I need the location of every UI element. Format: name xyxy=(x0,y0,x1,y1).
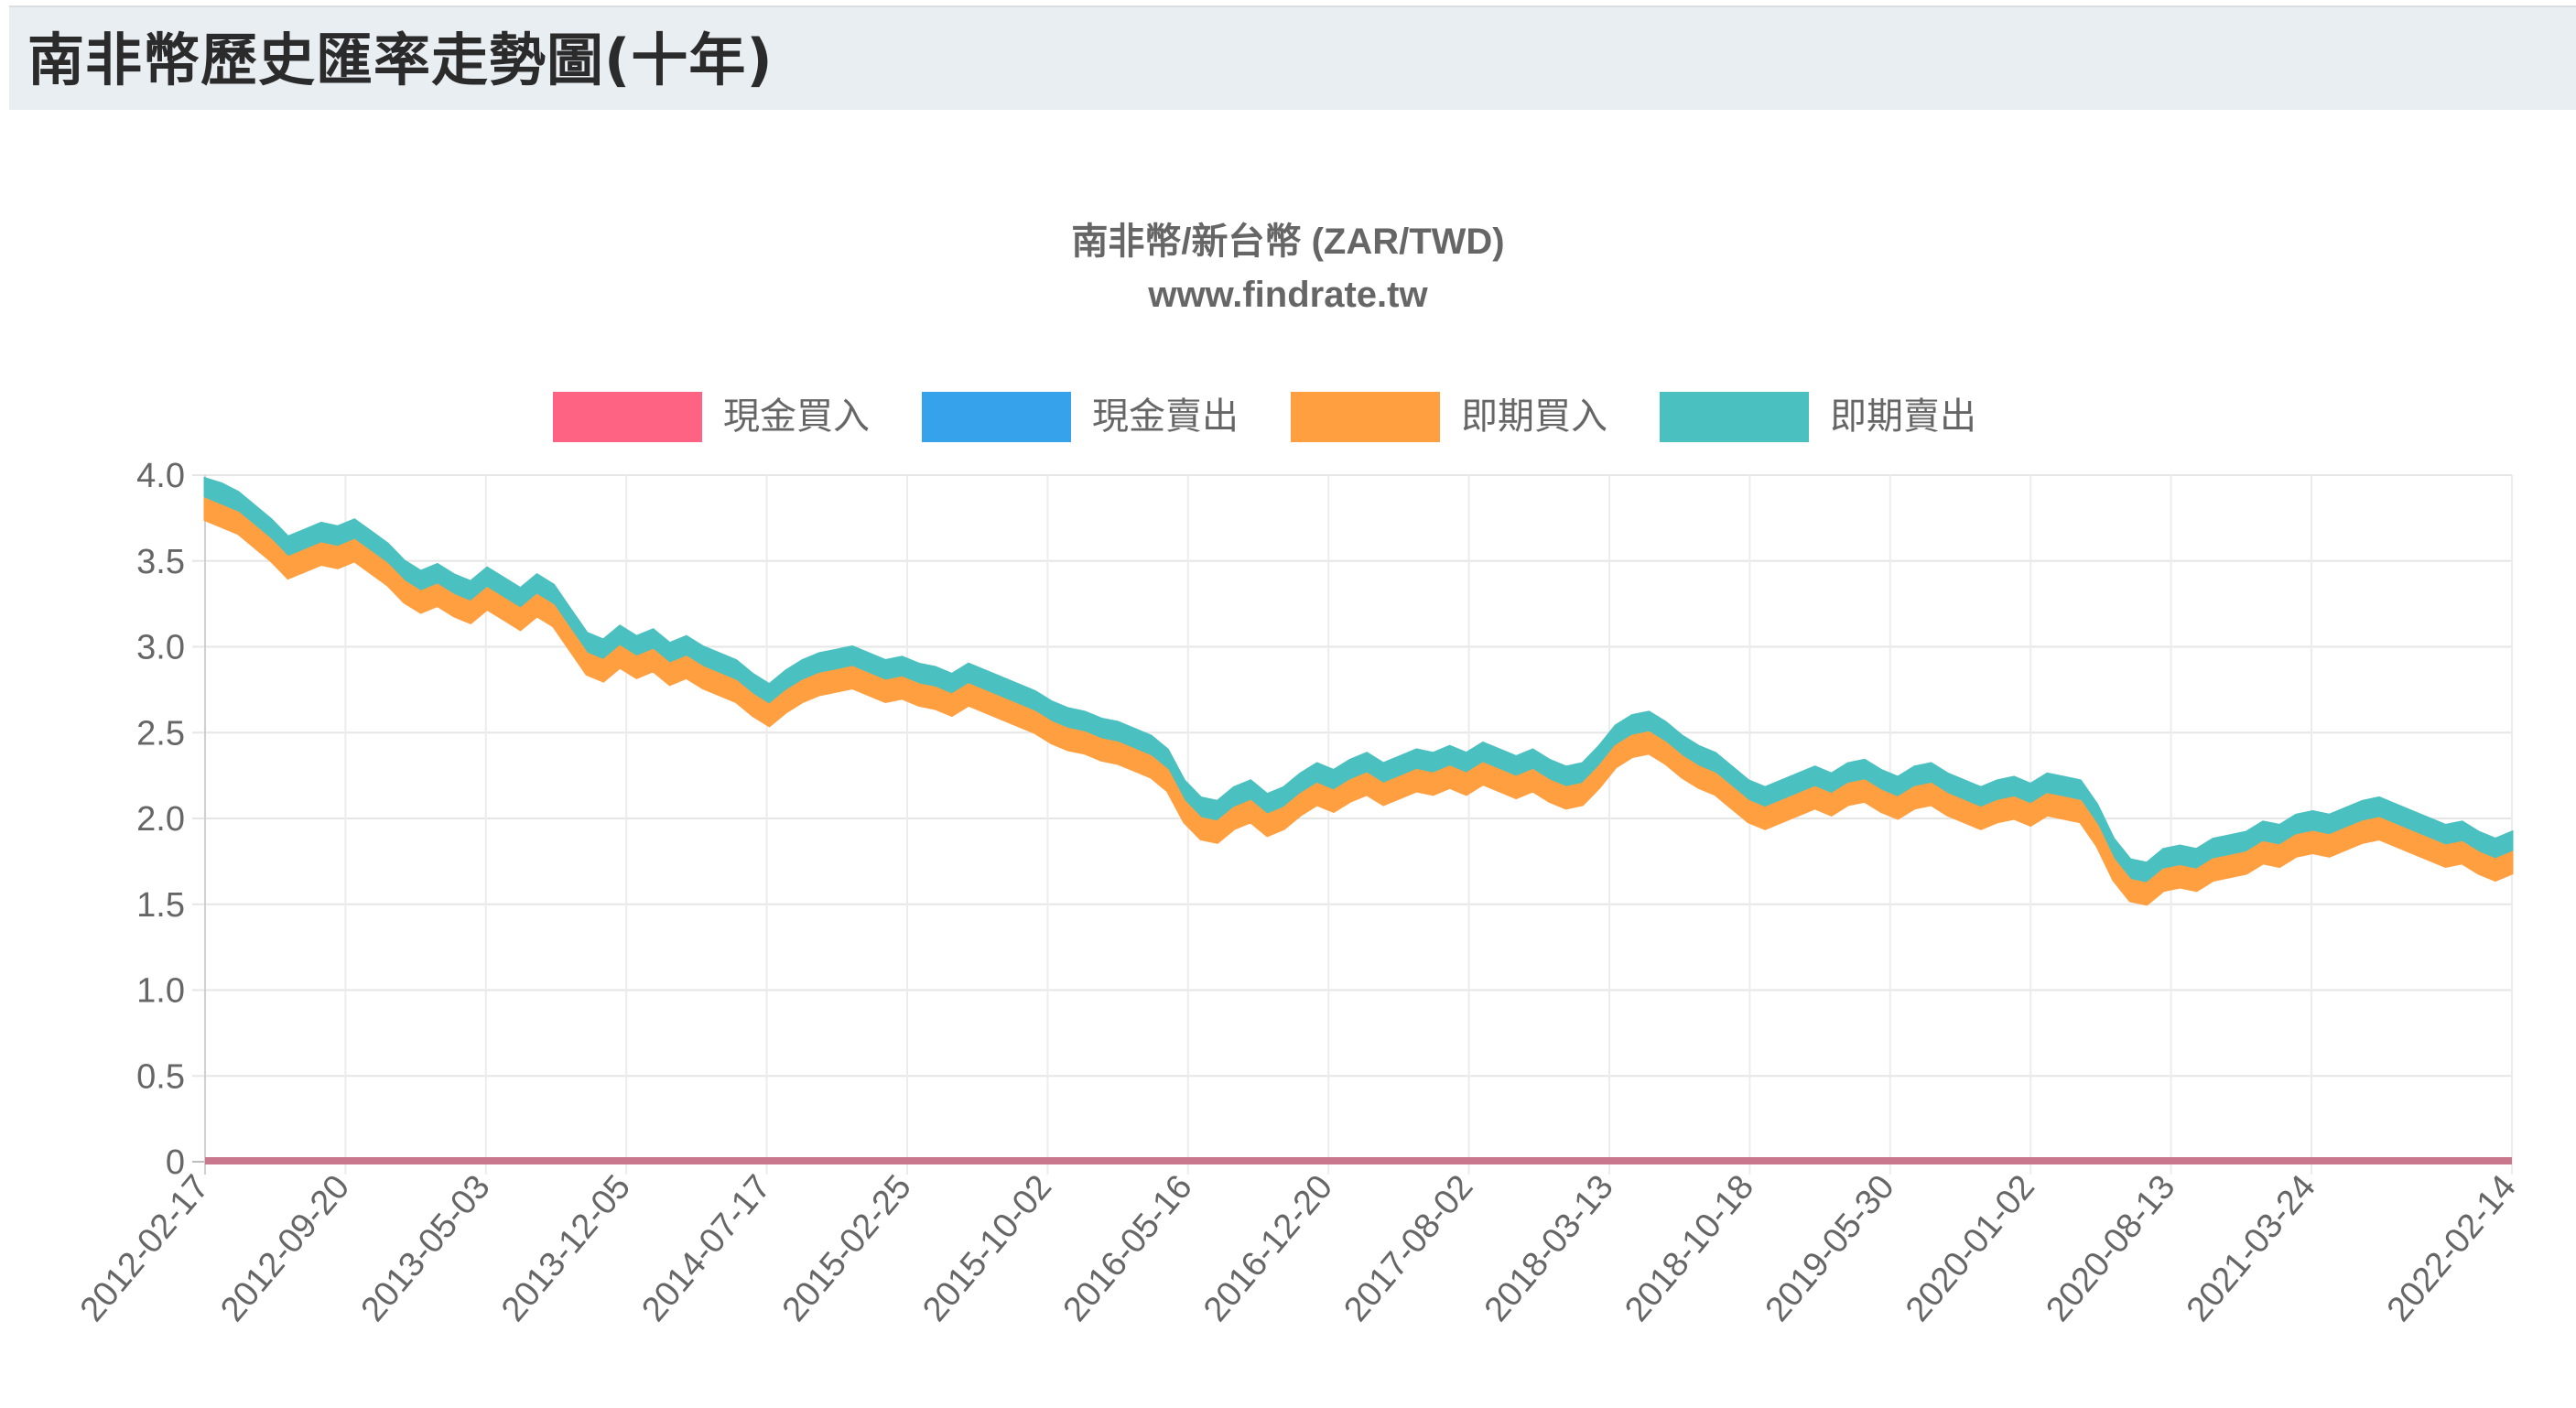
x-tick-label: 2015-10-02 xyxy=(915,1168,1059,1329)
y-tick-label: 0 xyxy=(166,1143,185,1182)
legend-label-spot-buy: 即期買入 xyxy=(1461,395,1607,438)
y-tick-label: 1.5 xyxy=(136,886,185,925)
legend-swatch-spot-buy xyxy=(1291,391,1440,442)
x-tick-label: 2015-02-25 xyxy=(775,1168,919,1329)
series-band xyxy=(203,497,2514,906)
x-tick-label: 2016-05-16 xyxy=(1056,1168,1200,1329)
y-tick-label: 4.0 xyxy=(136,457,185,495)
chart-legend: 現金買入 現金賣出 即期買入 即期賣出 xyxy=(553,391,2029,442)
legend-label-cash-buy: 現金買入 xyxy=(723,395,870,438)
x-axis: 2012-02-172012-09-202013-05-032013-12-05… xyxy=(73,1168,2524,1329)
y-tick-label: 2.5 xyxy=(136,714,185,753)
chart-title: 南非幣/新台幣 (ZAR/TWD) xyxy=(1071,222,1505,262)
x-tick-label: 2020-08-13 xyxy=(2039,1168,2182,1329)
y-tick-label: 0.5 xyxy=(136,1057,185,1096)
legend-item-cash-sell[interactable]: 現金賣出 xyxy=(922,391,1291,442)
x-tick-label: 2014-07-17 xyxy=(634,1168,778,1329)
legend-item-spot-sell[interactable]: 即期賣出 xyxy=(1660,391,2029,442)
legend-swatch-cash-buy xyxy=(553,391,702,442)
legend-label-cash-sell: 現金賣出 xyxy=(1092,395,1239,438)
legend-item-cash-buy[interactable]: 現金買入 xyxy=(553,391,922,442)
y-tick-label: 1.0 xyxy=(136,972,185,1011)
legend-item-spot-buy[interactable]: 即期買入 xyxy=(1291,391,1660,442)
x-tick-label: 2022-02-14 xyxy=(2380,1168,2524,1329)
x-tick-label: 2016-12-20 xyxy=(1196,1168,1340,1329)
legend-label-spot-sell: 即期賣出 xyxy=(1830,395,1976,438)
legend-swatch-spot-sell xyxy=(1660,391,1809,442)
x-tick-label: 2019-05-30 xyxy=(1759,1168,1902,1329)
x-tick-label: 2018-03-13 xyxy=(1477,1168,1621,1329)
x-tick-label: 2012-02-17 xyxy=(73,1168,217,1329)
y-axis: 4.0 3.5 3.0 2.5 2.0 1.5 1.0 0.5 0 xyxy=(136,457,185,1182)
series-band xyxy=(203,476,2514,885)
chart-subtitle: www.findrate.tw xyxy=(1148,275,1428,315)
x-tick-label: 2020-01-02 xyxy=(1899,1168,2042,1329)
x-tick-label: 2017-08-02 xyxy=(1337,1168,1480,1329)
x-tick-label: 2021-03-24 xyxy=(2180,1168,2323,1329)
page-header: 南非幣歷史匯率走勢圖(十年) xyxy=(9,5,2576,110)
x-tick-label: 2018-10-18 xyxy=(1618,1168,1761,1329)
y-tick-label: 3.0 xyxy=(136,629,185,667)
x-tick-label: 2013-05-03 xyxy=(354,1168,498,1329)
legend-swatch-cash-sell xyxy=(922,391,1071,442)
chart-series xyxy=(203,476,2514,1164)
x-tick-label: 2012-09-20 xyxy=(213,1168,357,1329)
y-tick-label: 2.0 xyxy=(136,800,185,839)
x-tick-label: 2013-12-05 xyxy=(494,1168,638,1329)
page-title: 南非幣歷史匯率走勢圖(十年) xyxy=(27,27,774,93)
y-tick-label: 3.5 xyxy=(136,543,185,581)
